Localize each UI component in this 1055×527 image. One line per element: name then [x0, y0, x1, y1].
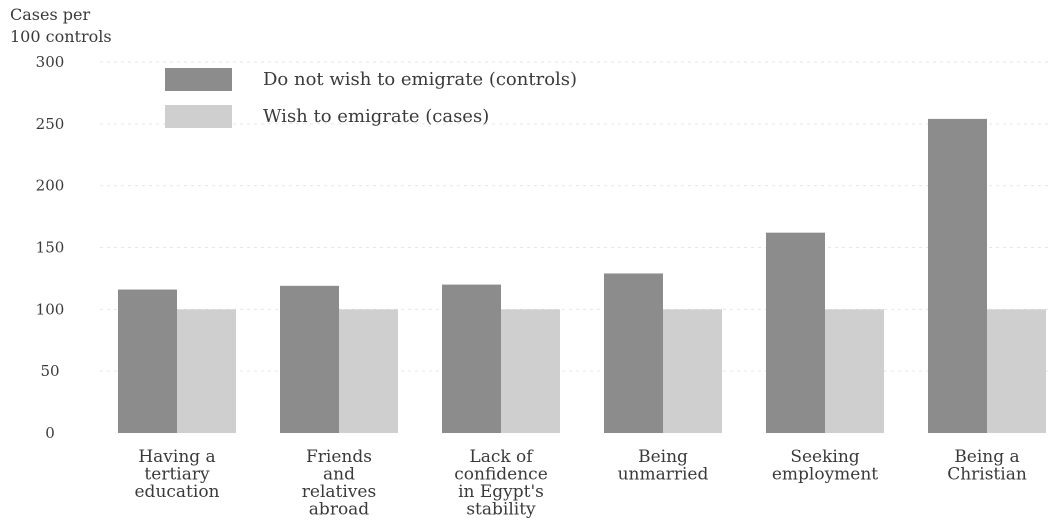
y-axis-title-line: Cases per	[10, 5, 90, 24]
legend: Do not wish to emigrate (controls) Wish t…	[165, 68, 577, 128]
bar-controls	[604, 273, 663, 433]
legend-swatch-cases	[165, 105, 232, 128]
legend-swatch-controls	[165, 68, 232, 91]
bar-controls	[442, 284, 501, 433]
bar-cases	[339, 309, 398, 433]
bar-controls	[928, 118, 987, 434]
y-tick-label: 300	[36, 53, 65, 71]
bar-cases	[987, 309, 1046, 433]
bar-controls	[280, 285, 339, 433]
x-tick-label: Having a tertiary education	[135, 447, 220, 502]
y-tick-label: 150	[36, 239, 65, 257]
legend-label: Do not wish to emigrate (controls)	[263, 69, 577, 90]
x-tick-labels: Having a tertiary education Friends and relat…	[135, 447, 1027, 520]
bar-cases	[825, 309, 884, 433]
x-tick-label: Being a Christian	[947, 447, 1027, 485]
y-tick-label: 200	[36, 177, 65, 195]
bar-controls	[766, 232, 825, 433]
x-tick-label: Friends and relatives abroad	[302, 447, 376, 520]
y-axis-title-line: 100 controls	[10, 27, 112, 46]
bar-cases	[501, 309, 560, 433]
x-tick-label: Lack of confidence in Egypt's stability	[454, 447, 548, 520]
y-tick-label: 100	[36, 300, 65, 318]
bars	[118, 118, 1046, 434]
x-tick-label: Being unmarried	[618, 447, 709, 485]
y-axis-title: Cases per 100 controls	[10, 5, 112, 46]
bar-cases	[663, 309, 722, 433]
y-tick-label: 0	[45, 424, 55, 442]
gridlines	[100, 61, 1050, 372]
bar-controls	[118, 289, 177, 433]
y-ticks: 0 50 100 150 200 250 300	[36, 53, 65, 442]
y-tick-label: 50	[40, 362, 59, 380]
bar-cases	[177, 309, 236, 433]
x-tick-label: Seeking employment	[772, 447, 878, 485]
legend-label: Wish to emigrate (cases)	[263, 106, 489, 127]
y-tick-label: 250	[36, 115, 65, 133]
